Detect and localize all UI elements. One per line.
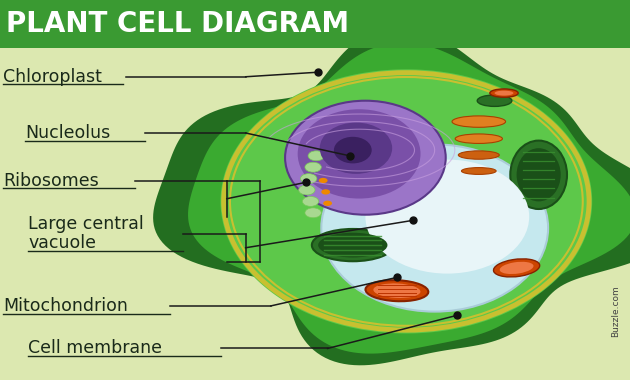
Ellipse shape <box>510 141 567 209</box>
Circle shape <box>301 174 317 184</box>
Circle shape <box>299 185 315 195</box>
Ellipse shape <box>517 148 561 201</box>
Polygon shape <box>153 27 630 365</box>
Text: Ribosomes: Ribosomes <box>3 172 99 190</box>
Text: Buzzle.com: Buzzle.com <box>612 286 621 337</box>
Ellipse shape <box>459 151 500 159</box>
Ellipse shape <box>452 116 506 127</box>
Ellipse shape <box>461 168 496 174</box>
Ellipse shape <box>321 144 548 312</box>
Ellipse shape <box>455 134 503 144</box>
Text: Chloroplast: Chloroplast <box>3 68 102 86</box>
Ellipse shape <box>334 137 372 163</box>
Text: Mitochondrion: Mitochondrion <box>3 297 128 315</box>
Circle shape <box>302 196 319 206</box>
Text: Nucleolus: Nucleolus <box>25 124 110 142</box>
Ellipse shape <box>493 259 540 277</box>
Polygon shape <box>220 69 592 334</box>
Ellipse shape <box>500 262 534 274</box>
Polygon shape <box>188 43 630 354</box>
Text: Cell membrane: Cell membrane <box>28 339 163 358</box>
Ellipse shape <box>365 160 529 274</box>
FancyBboxPatch shape <box>0 0 630 48</box>
Circle shape <box>319 178 328 183</box>
Ellipse shape <box>490 89 518 97</box>
Text: Large central: Large central <box>28 215 144 233</box>
Ellipse shape <box>312 229 394 261</box>
Ellipse shape <box>365 280 428 301</box>
Ellipse shape <box>285 101 446 215</box>
Circle shape <box>321 189 330 195</box>
Ellipse shape <box>478 95 512 106</box>
Ellipse shape <box>374 283 420 298</box>
Ellipse shape <box>318 233 387 258</box>
Circle shape <box>305 162 321 172</box>
Ellipse shape <box>298 109 421 198</box>
Text: PLANT CELL DIAGRAM: PLANT CELL DIAGRAM <box>6 10 350 38</box>
Circle shape <box>305 208 321 218</box>
Circle shape <box>308 151 324 161</box>
Text: vacuole: vacuole <box>28 234 96 252</box>
Ellipse shape <box>320 122 392 174</box>
Ellipse shape <box>495 91 513 96</box>
Circle shape <box>323 201 332 206</box>
